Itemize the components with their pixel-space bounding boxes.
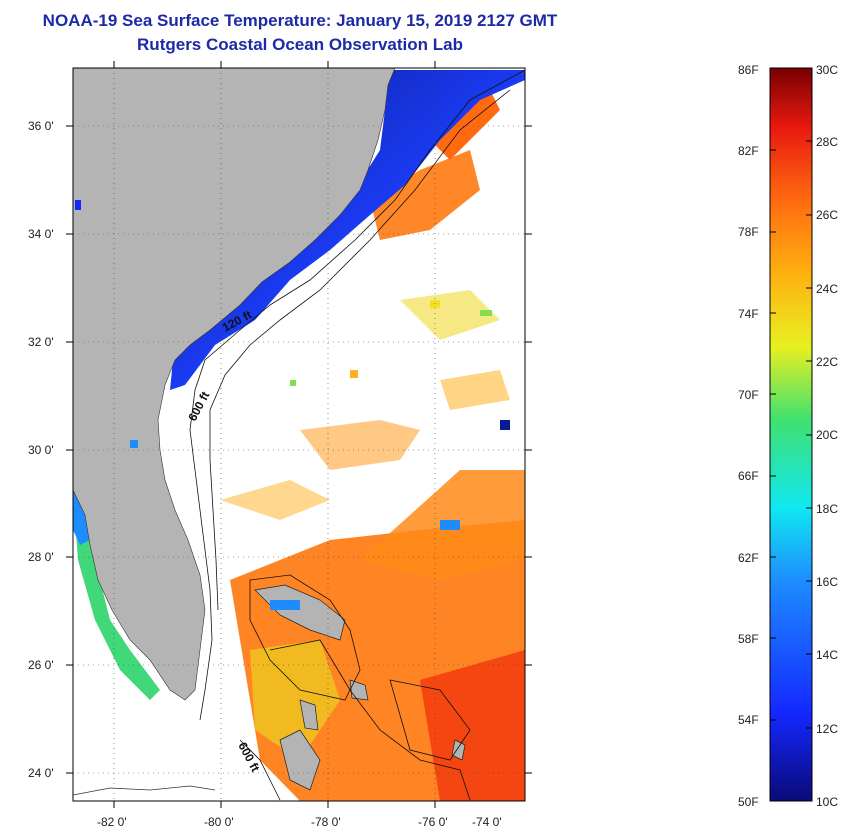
lat-label-32: 32 0' xyxy=(28,335,54,349)
c-label-14: 14C xyxy=(816,648,838,662)
f-label-66: 66F xyxy=(738,469,759,483)
lat-label-24: 24 0' xyxy=(28,766,54,780)
f-label-54: 54F xyxy=(738,713,759,727)
lat-label-34: 34 0' xyxy=(28,227,54,241)
fahrenheit-scale: 86F 82F 78F 74F 70F 66F 62F 58F 54F 50F xyxy=(738,63,776,809)
lon-label-80: -80 0' xyxy=(204,815,234,829)
f-label-70: 70F xyxy=(738,388,759,402)
florida-keys xyxy=(73,785,216,796)
celsius-scale: 30C 28C 26C 24C 22C 20C 18C 16C 14C 12C … xyxy=(806,63,838,809)
c-label-16: 16C xyxy=(816,575,838,589)
f-label-62: 62F xyxy=(738,551,759,565)
land-mass xyxy=(73,68,396,701)
f-label-78: 78F xyxy=(738,225,759,239)
temperature-colorbar xyxy=(769,67,813,802)
map-subtitle: Rutgers Coastal Ocean Observation Lab xyxy=(137,35,463,54)
c-label-12: 12C xyxy=(816,722,838,736)
c-label-24: 24C xyxy=(816,282,838,296)
lat-label-30: 30 0' xyxy=(28,443,54,457)
depth-contours xyxy=(189,69,525,801)
lat-label-36: 36 0' xyxy=(28,119,54,133)
bahamas-islands xyxy=(254,584,466,791)
lon-label-78: -78 0' xyxy=(311,815,341,829)
c-label-18: 18C xyxy=(816,502,838,516)
c-label-28: 28C xyxy=(816,135,838,149)
lat-label-26: 26 0' xyxy=(28,658,54,672)
lon-label-74: -74 0' xyxy=(472,815,502,829)
f-label-58: 58F xyxy=(738,632,759,646)
lon-label-82: -82 0' xyxy=(97,815,127,829)
f-label-50: 50F xyxy=(738,795,759,809)
c-label-20: 20C xyxy=(816,428,838,442)
c-label-26: 26C xyxy=(816,208,838,222)
c-label-10: 10C xyxy=(816,795,838,809)
c-label-22: 22C xyxy=(816,355,838,369)
f-label-86: 86F xyxy=(738,63,759,77)
f-label-82: 82F xyxy=(738,144,759,158)
lat-label-28: 28 0' xyxy=(28,550,54,564)
axis-ticks xyxy=(66,61,532,808)
lon-label-76: -76 0' xyxy=(418,815,448,829)
graticule xyxy=(73,68,525,801)
c-label-30: 30C xyxy=(816,63,838,77)
f-label-74: 74F xyxy=(738,307,759,321)
map-frame xyxy=(72,67,526,802)
map-title: NOAA-19 Sea Surface Temperature: January… xyxy=(42,11,558,30)
